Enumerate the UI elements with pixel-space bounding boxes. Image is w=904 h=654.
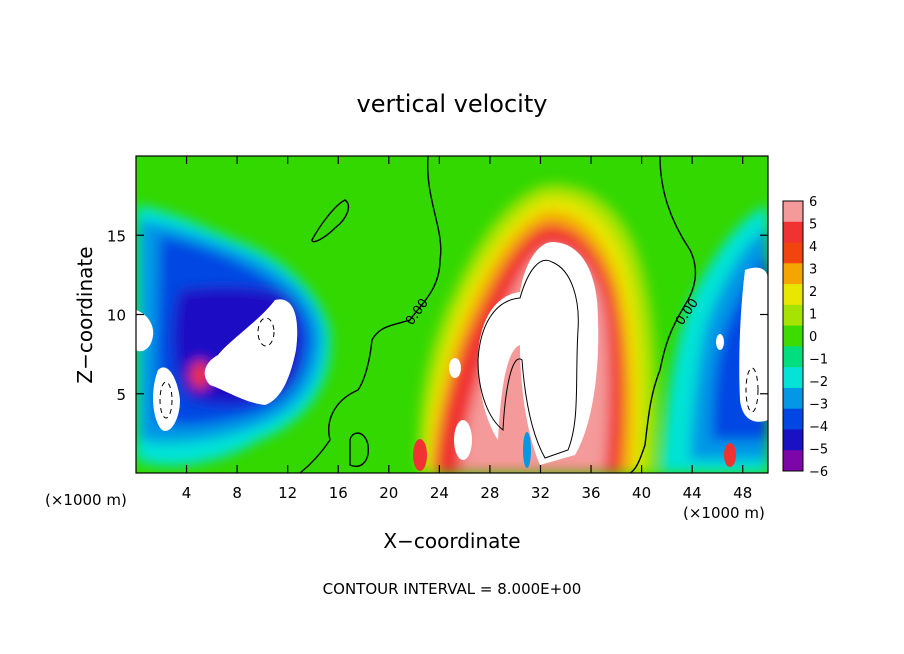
x-tick-label: 16: [329, 484, 348, 502]
x-tick-label: 40: [632, 484, 651, 502]
colorbar-swatch: [783, 450, 803, 472]
colorbar-swatch: [783, 325, 803, 347]
colorbar-label: 1: [809, 308, 817, 323]
x-tick-label: 4: [182, 484, 192, 502]
x-unit-left: (×1000 m): [45, 491, 127, 509]
x-axis: 4 8 12 16 20 24 28 32 36 40 44 48: [182, 156, 752, 502]
colorbar-label: 0: [809, 330, 817, 345]
contour-interval-footer: CONTOUR INTERVAL = 8.000E+00: [323, 580, 582, 598]
x-tick-label: 20: [379, 484, 398, 502]
updraft-core: [478, 242, 599, 465]
colorbar-swatch: [783, 242, 803, 264]
x-unit-right: (×1000 m): [683, 504, 765, 522]
chart-title: vertical velocity: [357, 90, 548, 118]
y-tick-label: 5: [116, 386, 126, 404]
colorbar-label: 4: [809, 240, 817, 255]
x-tick-label: 24: [430, 484, 449, 502]
x-tick-label: 44: [683, 484, 702, 502]
velocity-field: [136, 156, 768, 473]
colorbar-label: −4: [809, 420, 828, 435]
colorbar-label: −3: [809, 398, 828, 413]
x-tick-label: 12: [278, 484, 297, 502]
colorbar-swatch: [783, 408, 803, 430]
colorbar-swatch: [783, 429, 803, 451]
colorbar-label: −6: [809, 465, 828, 480]
colorbar-swatch: [783, 201, 803, 223]
y-axis-label: Z−coordinate: [73, 246, 97, 383]
colorbar-label: 5: [809, 218, 817, 233]
colorbar-swatch: [783, 346, 803, 368]
y-tick-label: 10: [107, 307, 126, 325]
colorbar-swatch: [783, 304, 803, 327]
y-tick-label: 15: [107, 227, 126, 245]
colorbar-label: 6: [809, 195, 817, 210]
x-tick-label: 28: [480, 484, 499, 502]
left-downdraft-core: [204, 299, 298, 405]
colorbar-swatch: [783, 263, 803, 285]
colorbar-label: −1: [809, 353, 828, 368]
colorbar-swatch: [783, 387, 803, 410]
colorbar-label: −5: [809, 443, 828, 458]
colorbar-label: 2: [809, 285, 817, 300]
colorbar-label: 3: [809, 263, 817, 278]
x-tick-label: 48: [733, 484, 752, 502]
colorbar-label: −2: [809, 375, 828, 390]
colorbar-swatch: [783, 284, 803, 306]
colorbar-frame: [782, 200, 804, 472]
x-tick-label: 32: [531, 484, 550, 502]
colorbar-swatch: [783, 221, 803, 244]
colorbar-swatch: [783, 367, 803, 389]
x-axis-label: X−coordinate: [383, 529, 520, 553]
x-tick-label: 8: [232, 484, 242, 502]
y-axis: 5 10 15: [107, 227, 768, 404]
x-tick-label: 36: [581, 484, 600, 502]
colorbar: 6 5 4 3 2 1 0 −1 −2 −3 −4 −5 −6: [782, 195, 828, 480]
